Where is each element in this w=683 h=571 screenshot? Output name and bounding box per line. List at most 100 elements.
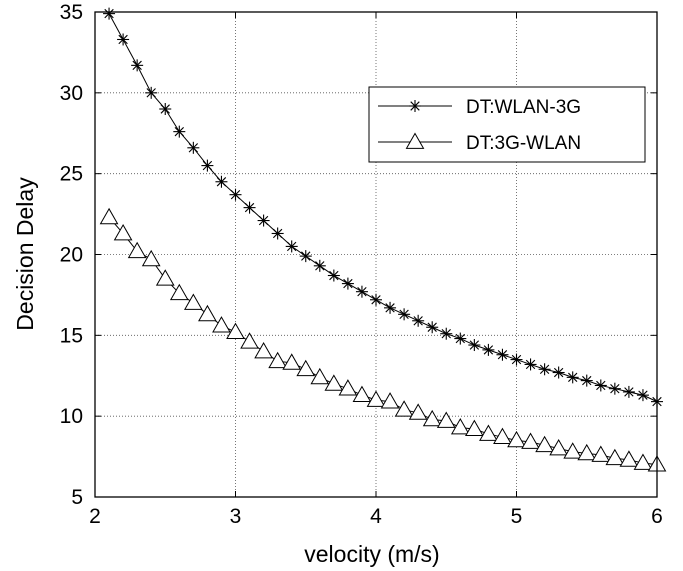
x-tick-label: 4	[370, 505, 382, 528]
data-point	[282, 353, 302, 370]
data-point	[173, 125, 186, 138]
data-point	[619, 450, 639, 467]
data-point	[296, 359, 316, 377]
data-point	[566, 371, 579, 384]
data-point	[299, 250, 312, 263]
data-point	[212, 316, 231, 333]
legend: DT:WLAN-3G DT:3G-WLAN	[368, 86, 646, 163]
y-tick-label: 15	[60, 324, 83, 347]
y-axis-title: Decision Delay	[12, 177, 38, 331]
data-point	[145, 86, 158, 99]
data-point	[450, 417, 470, 435]
data-point	[549, 438, 569, 456]
data-point	[510, 353, 523, 366]
data-point	[327, 269, 340, 282]
data-point	[271, 227, 284, 240]
data-point	[633, 453, 653, 470]
data-point	[591, 445, 611, 462]
data-point	[605, 448, 625, 466]
data-point	[440, 327, 453, 340]
x-tick-label: 3	[230, 505, 242, 528]
data-point	[338, 379, 358, 396]
data-point	[454, 332, 467, 345]
data-point	[622, 385, 635, 398]
data-point	[524, 358, 537, 371]
data-point	[155, 269, 175, 286]
data-point	[141, 249, 161, 267]
data-point	[426, 321, 439, 334]
data-point	[113, 223, 133, 241]
data-point	[482, 343, 495, 356]
data-point	[521, 432, 540, 449]
data-point	[408, 403, 428, 420]
data-point	[285, 240, 298, 253]
data-point	[538, 363, 551, 376]
data-point	[127, 241, 147, 259]
data-point	[257, 214, 270, 227]
legend-marker-3g-wlan	[405, 132, 425, 149]
series-0	[103, 7, 663, 408]
y-tick-label: 10	[60, 405, 83, 428]
data-point	[468, 339, 481, 352]
y-tick-label: 5	[71, 486, 83, 509]
data-point	[169, 283, 189, 301]
y-tick-label: 20	[60, 244, 83, 267]
data-point	[366, 390, 386, 407]
data-point	[436, 411, 456, 428]
legend-marker-wlan-3g	[409, 100, 421, 112]
x-axis-title: velocity (m/s)	[304, 541, 439, 567]
data-point	[117, 33, 130, 46]
data-point	[398, 308, 411, 321]
data-point	[201, 159, 214, 172]
series-1	[99, 207, 667, 472]
data-point	[594, 379, 607, 392]
tick-labels: 2 3 4 5 6 5 10 15 20 25 30 35	[60, 1, 663, 528]
y-tick-label: 35	[60, 1, 83, 24]
data-point	[159, 103, 172, 115]
data-point	[535, 435, 554, 453]
data-point	[380, 392, 400, 409]
data-point	[254, 341, 273, 359]
data-point	[310, 367, 330, 385]
data-point	[552, 366, 565, 379]
legend-asterisk-marker	[409, 100, 421, 112]
data-point	[198, 304, 217, 322]
series-line	[108, 13, 658, 403]
data-point	[370, 293, 382, 306]
data-point	[183, 293, 203, 310]
y-tick-label: 25	[60, 163, 83, 186]
data-point	[324, 374, 344, 391]
data-point	[215, 175, 228, 188]
data-point	[412, 314, 425, 327]
data-point	[240, 332, 259, 349]
data-point	[577, 443, 597, 461]
data-point	[464, 419, 484, 436]
x-tick-label: 5	[511, 505, 523, 528]
data-point	[226, 322, 245, 339]
x-tick-label: 6	[651, 505, 663, 528]
data-point	[636, 389, 649, 402]
data-point	[352, 385, 372, 403]
data-point	[313, 259, 326, 272]
legend-triangle-marker	[405, 132, 425, 149]
data-point	[384, 301, 397, 314]
data-point	[355, 285, 368, 298]
data-point	[507, 430, 526, 448]
data-point	[496, 348, 509, 361]
data-point	[394, 400, 414, 417]
legend-label-wlan-3g: DT:WLAN-3G	[466, 97, 581, 118]
series-layer	[99, 7, 667, 472]
data-point	[187, 141, 200, 154]
data-point	[268, 351, 288, 369]
data-point	[341, 277, 354, 290]
data-point	[608, 382, 621, 395]
x-tick-label: 2	[89, 505, 101, 528]
data-point	[99, 207, 119, 225]
data-point	[563, 442, 583, 459]
data-point	[493, 427, 512, 445]
data-point	[103, 7, 116, 20]
legend-box	[368, 86, 646, 163]
legend-label-3g-wlan: DT:3G-WLAN	[466, 133, 581, 154]
data-point	[243, 201, 256, 214]
data-point	[479, 424, 498, 441]
